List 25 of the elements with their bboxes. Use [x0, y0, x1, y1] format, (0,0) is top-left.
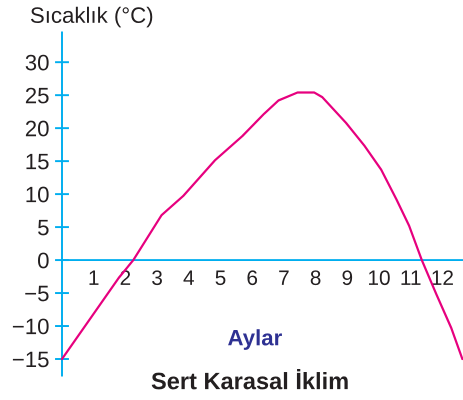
y-tick-label: 25: [26, 88, 49, 104]
y-tick-label: 20: [26, 120, 49, 136]
y-tick-label: −15: [12, 352, 49, 368]
x-tick-label: 6: [247, 270, 258, 286]
x-tick-label: 3: [152, 270, 162, 286]
y-tick-label: 30: [26, 54, 49, 70]
x-tick-label: 10: [369, 270, 390, 286]
line-series: [60, 91, 463, 360]
x-axis-title: Aylar: [228, 329, 282, 350]
y-tick-label: 15: [26, 154, 49, 170]
y-tick-label: −5: [25, 286, 49, 302]
y-tick-label: 5: [38, 220, 49, 236]
x-tick-label: 7: [279, 270, 289, 285]
x-tick-label: 9: [342, 270, 352, 286]
y-tick-label: 10: [26, 186, 49, 202]
y-tick-label: −10: [12, 318, 49, 334]
x-tick-label: 11: [401, 270, 420, 285]
x-tick-label: 4: [183, 270, 194, 285]
x-tick-label: 1: [89, 270, 98, 285]
x-tick-label: 12: [432, 270, 453, 285]
y-tick-label: 0: [38, 252, 49, 268]
x-tick-label: 5: [216, 270, 226, 286]
y-axis-title: Sıcaklık (°C): [30, 6, 152, 28]
text: Sert Karasal İklim: [152, 368, 348, 390]
x-tick-label: 8: [310, 270, 320, 286]
